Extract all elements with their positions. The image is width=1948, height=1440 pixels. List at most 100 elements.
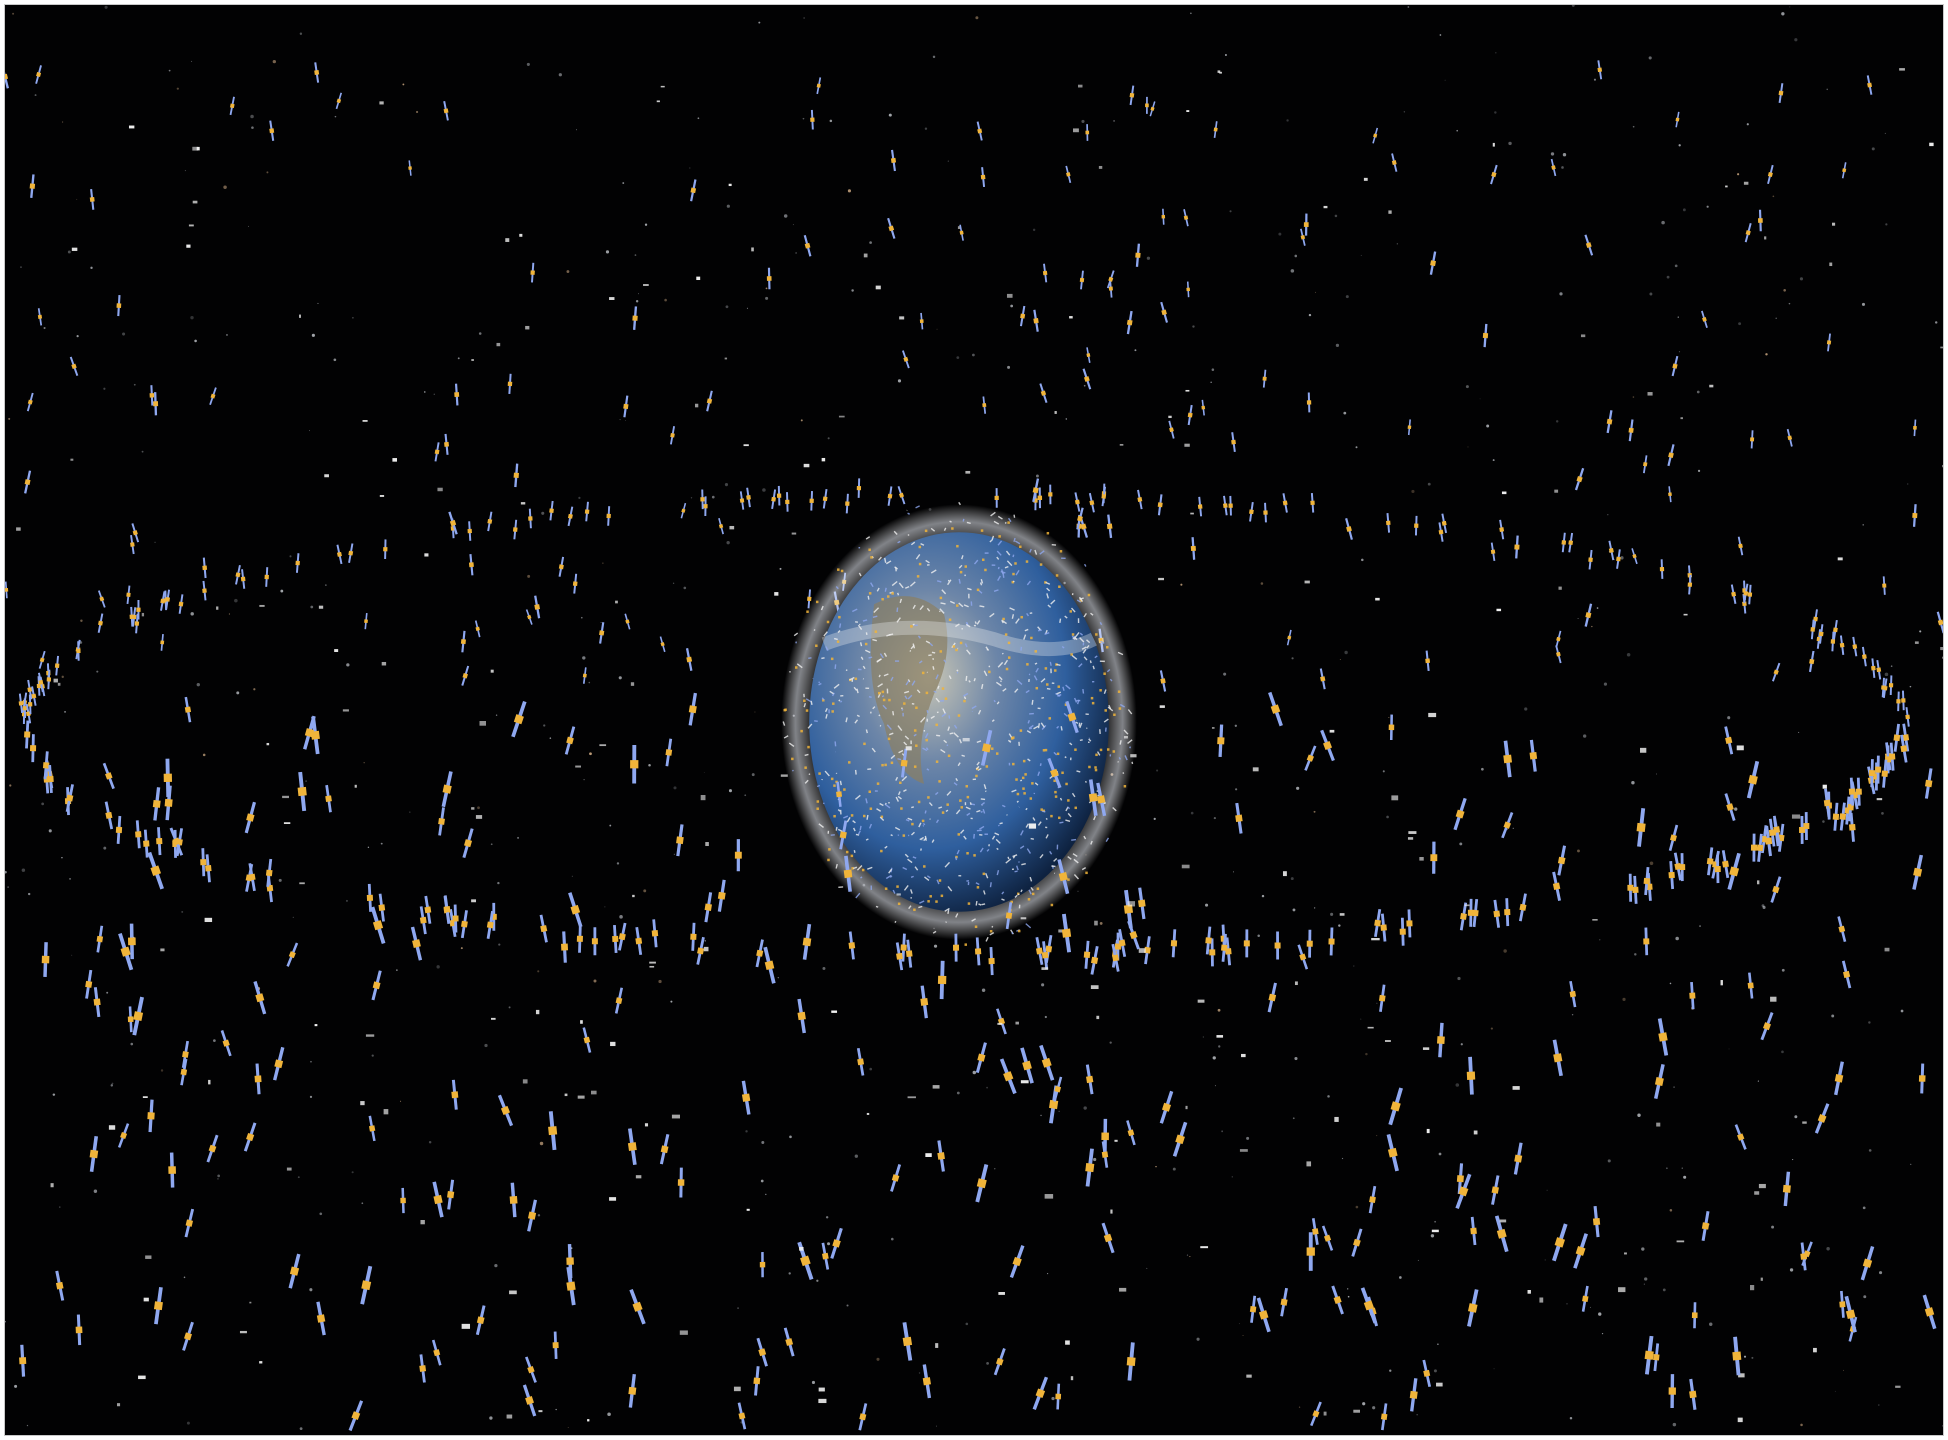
satellite xyxy=(5,581,9,599)
debris xyxy=(506,1414,513,1419)
star xyxy=(1675,936,1679,941)
star xyxy=(1290,269,1295,273)
satellite xyxy=(1088,779,1098,816)
satellite-body xyxy=(1101,1132,1109,1141)
debris xyxy=(1001,898,1005,901)
debris xyxy=(853,686,858,691)
satellite-body xyxy=(1799,826,1806,833)
satellite-body xyxy=(816,83,821,88)
satellite xyxy=(856,1047,865,1076)
satellite xyxy=(1205,926,1212,955)
debris xyxy=(1159,705,1165,708)
debris xyxy=(1764,236,1767,240)
satellite xyxy=(797,1241,814,1281)
satellite-body xyxy=(959,230,964,235)
satellite xyxy=(816,77,822,95)
debris xyxy=(128,125,135,129)
star xyxy=(1862,1206,1866,1210)
satellite-body xyxy=(612,935,619,943)
debris xyxy=(1006,560,1013,567)
satellite xyxy=(461,665,470,686)
satellite-body xyxy=(1067,712,1077,722)
satellite xyxy=(1896,691,1901,712)
satellite xyxy=(1470,1216,1477,1246)
satellite xyxy=(253,981,267,1015)
satellite-body xyxy=(1222,503,1228,508)
star xyxy=(490,843,493,846)
satellite xyxy=(1310,492,1315,513)
star xyxy=(745,1130,748,1133)
debris xyxy=(966,852,969,855)
satellite xyxy=(1924,768,1933,799)
star xyxy=(802,117,805,120)
satellite xyxy=(1912,854,1924,890)
star xyxy=(765,1193,767,1196)
satellite-body xyxy=(660,642,665,647)
star xyxy=(634,254,637,257)
satellite-body xyxy=(378,904,386,911)
satellite-body xyxy=(408,166,412,170)
debris xyxy=(1060,726,1063,731)
debris xyxy=(1053,751,1058,756)
satellite xyxy=(618,922,627,951)
satellite xyxy=(810,109,815,130)
debris xyxy=(990,747,994,750)
satellite xyxy=(1280,1287,1288,1317)
debris xyxy=(989,882,992,888)
satellite xyxy=(1319,668,1326,690)
debris xyxy=(1099,748,1103,752)
satellite xyxy=(632,306,638,330)
debris xyxy=(1041,810,1046,813)
debris xyxy=(1580,334,1586,338)
debris xyxy=(1028,724,1034,729)
star xyxy=(305,780,307,782)
star xyxy=(1826,88,1828,91)
debris xyxy=(867,595,870,600)
debris xyxy=(941,811,945,814)
satellite xyxy=(1032,478,1040,503)
star xyxy=(711,495,715,499)
satellite-body xyxy=(697,947,705,955)
satellite xyxy=(612,924,619,954)
debris xyxy=(896,893,901,896)
satellite-body xyxy=(451,1091,459,1099)
star xyxy=(436,965,440,969)
star xyxy=(1416,1414,1418,1416)
satellite-body xyxy=(1228,503,1233,508)
debris xyxy=(818,681,821,684)
satellite xyxy=(807,589,812,609)
debris xyxy=(1130,754,1137,758)
star xyxy=(1607,1159,1611,1163)
satellite xyxy=(202,580,207,601)
satellite-body xyxy=(454,392,460,398)
star xyxy=(12,12,15,15)
star xyxy=(1649,861,1654,866)
debris xyxy=(1028,889,1032,895)
star xyxy=(1362,1402,1366,1406)
satellite-body xyxy=(606,513,611,519)
satellite-body xyxy=(1079,277,1085,283)
satellite-body xyxy=(314,70,320,75)
debris xyxy=(928,802,933,807)
satellite-body xyxy=(254,1075,262,1083)
debris xyxy=(1079,739,1083,742)
debris xyxy=(1071,792,1076,798)
debris xyxy=(815,644,818,648)
satellite xyxy=(1456,1163,1464,1195)
star xyxy=(1781,1050,1784,1054)
debris xyxy=(1079,632,1084,636)
satellite xyxy=(1082,368,1092,390)
satellite xyxy=(1267,982,1277,1013)
satellite-body xyxy=(248,873,256,881)
satellite xyxy=(507,373,513,394)
debris xyxy=(1085,871,1088,875)
debris xyxy=(958,564,963,569)
star xyxy=(96,670,99,673)
debris xyxy=(907,679,911,683)
debris xyxy=(980,810,983,813)
debris xyxy=(1683,613,1688,616)
satellite-body xyxy=(981,743,992,753)
debris xyxy=(1041,967,1049,970)
debris xyxy=(1624,1252,1627,1255)
debris xyxy=(1039,763,1042,767)
